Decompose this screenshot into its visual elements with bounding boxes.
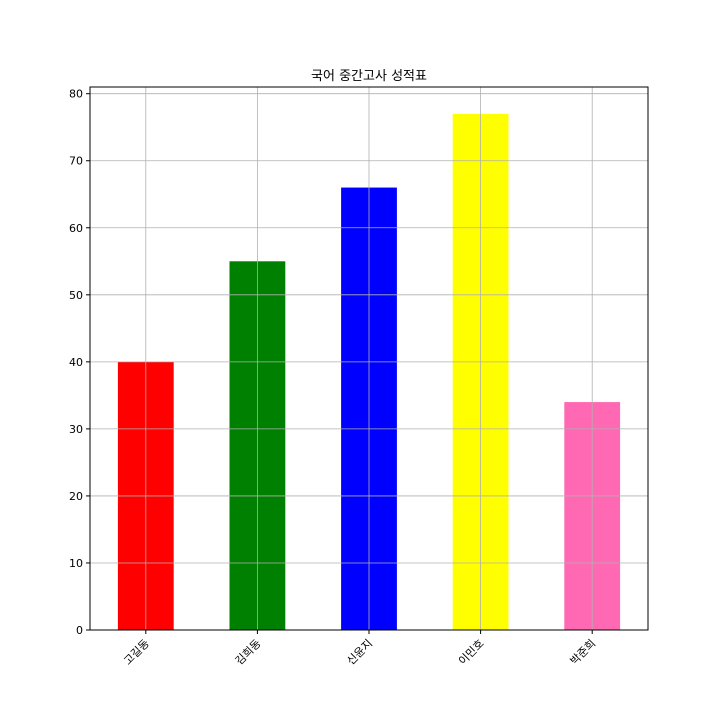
plot-frame <box>89 86 649 631</box>
y-tick-label: 70 <box>69 155 83 168</box>
y-tick-label: 10 <box>69 557 83 570</box>
chart-title: 국어 중간고사 성적표 <box>311 69 427 84</box>
y-tick-label: 0 <box>76 624 83 637</box>
y-tick-label: 50 <box>69 289 83 302</box>
y-tick-label: 20 <box>69 490 83 503</box>
y-tick-label: 40 <box>69 356 83 369</box>
y-tick-label: 30 <box>69 423 83 436</box>
y-tick-label: 80 <box>69 88 83 101</box>
y-tick-label: 60 <box>69 222 83 235</box>
